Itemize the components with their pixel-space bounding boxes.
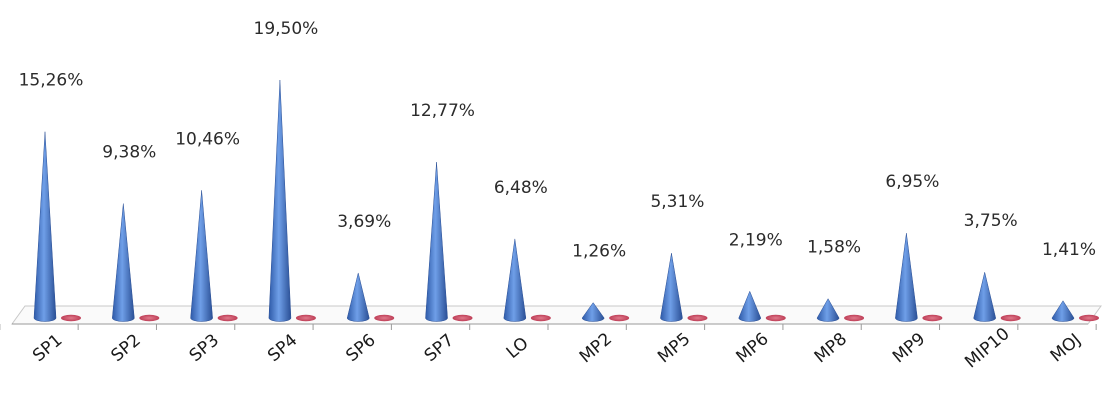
series2-marker	[922, 314, 943, 322]
value-label: 5,31%	[650, 192, 704, 212]
cone-bar	[346, 272, 370, 322]
value-label: 1,58%	[807, 238, 861, 258]
value-label: 15,26%	[19, 71, 84, 91]
series2-marker	[295, 314, 316, 322]
x-axis-ticks	[0, 324, 1097, 330]
value-label: 3,75%	[964, 211, 1018, 231]
series2-marker	[374, 314, 395, 322]
value-label: 3,69%	[337, 212, 391, 232]
cone-bar	[112, 203, 135, 322]
data-labels: 15,26% 9,38% 10,46% 19,50% 3,69% 12,77% 6,48% 1…	[19, 19, 1096, 262]
category-label: SP4	[264, 330, 301, 366]
cone-bar	[738, 290, 762, 322]
chart-floor	[11, 305, 1102, 325]
value-label: 12,77%	[410, 101, 475, 121]
category-label: MP5	[654, 329, 694, 367]
category-label: SP2	[107, 330, 144, 366]
category-label: SP7	[421, 330, 458, 366]
category-label: MP9	[889, 329, 929, 367]
cone-bar	[503, 238, 527, 322]
category-labels: SP1 SP2 SP3 SP4 SP6 SP7 LO MP2 MP5 MP6 MP8 MP9 MIP10…	[29, 324, 1085, 372]
series2-marker	[1000, 314, 1021, 322]
category-label: MIP10	[961, 324, 1013, 372]
chart-marks	[33, 79, 1099, 322]
series2-marker	[217, 314, 238, 322]
value-label: 10,46%	[175, 129, 240, 149]
value-label: 6,95%	[885, 172, 939, 192]
cone-bar	[973, 272, 996, 322]
value-label: 6,48%	[494, 178, 548, 198]
category-label: MOJ	[1047, 330, 1085, 367]
cone-bar	[816, 298, 840, 322]
cone-bar	[1051, 300, 1075, 322]
value-label: 2,19%	[729, 230, 783, 250]
value-label: 1,41%	[1042, 240, 1096, 260]
floor-plane	[11, 305, 1102, 325]
value-label: 1,26%	[572, 242, 626, 262]
series2-marker	[61, 314, 81, 322]
series2-marker	[452, 314, 473, 322]
category-label: MP8	[811, 329, 851, 367]
series2-marker	[139, 314, 160, 322]
series2-marker	[687, 314, 708, 322]
series2-marker	[530, 314, 551, 322]
cone-bar	[268, 79, 292, 322]
category-label: SP1	[29, 330, 66, 366]
cone-bar	[33, 131, 57, 322]
category-label: MP6	[732, 329, 772, 367]
cone-bar	[425, 162, 448, 322]
category-label: LO	[503, 333, 533, 363]
series2-marker	[609, 314, 630, 322]
category-label: SP3	[186, 330, 223, 366]
series2-marker	[765, 314, 786, 322]
cone-bar	[895, 233, 918, 322]
category-label: MP2	[576, 329, 616, 367]
category-label: SP6	[342, 330, 379, 366]
series2-marker	[844, 314, 865, 322]
value-label: 19,50%	[254, 19, 319, 39]
cone-bar	[581, 302, 605, 322]
cone-bar	[660, 253, 683, 322]
cone-bar	[190, 190, 213, 322]
series2-marker	[1079, 314, 1099, 322]
value-label: 9,38%	[102, 143, 156, 163]
